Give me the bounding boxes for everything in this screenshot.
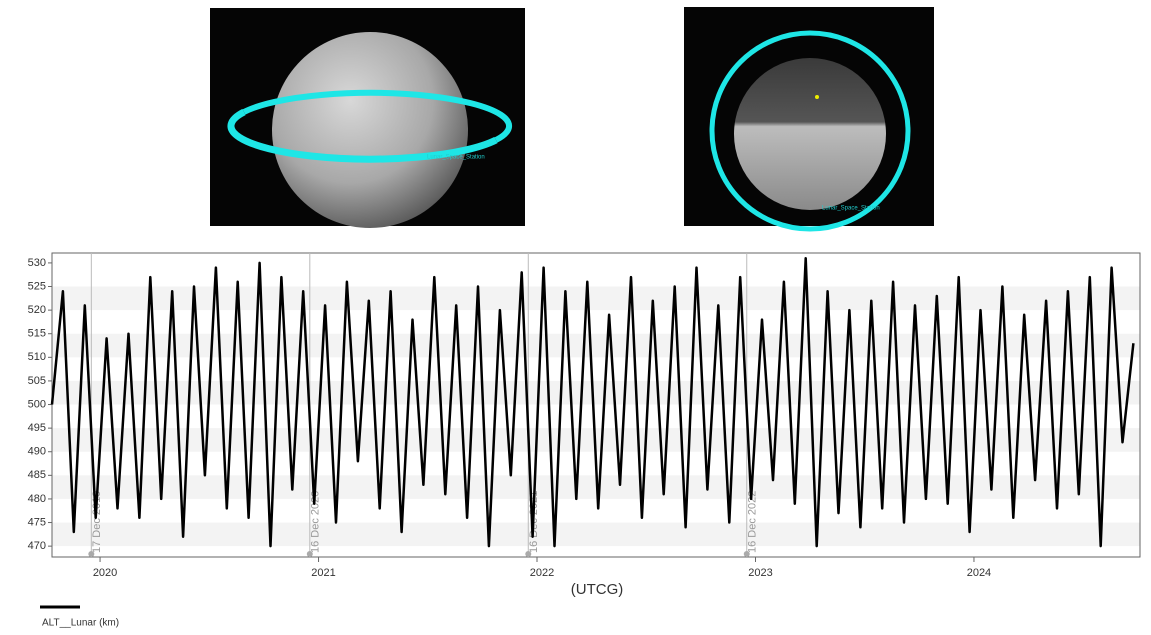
y-tick-label: 530 <box>28 257 46 269</box>
band <box>52 522 1140 547</box>
y-tick-label: 520 <box>28 304 46 316</box>
y-tick-label: 505 <box>28 375 46 387</box>
y-tick-label: 500 <box>28 398 46 410</box>
band <box>52 333 1140 358</box>
y-tick-label: 480 <box>28 493 46 505</box>
view-3d: Lunar_Space_Station <box>210 8 525 228</box>
x-tick-label: 2020 <box>93 567 117 579</box>
legend-label: ALT__Lunar (km) <box>42 618 119 629</box>
x-tick-label: 2021 <box>311 567 335 579</box>
y-tick-label: 525 <box>28 280 46 292</box>
x-axis-label: (UTCG) <box>571 581 624 598</box>
event-marker <box>743 551 750 557</box>
data-line <box>50 256 1135 548</box>
x-tick-label: 2022 <box>530 567 554 579</box>
event-marker <box>525 551 532 557</box>
y-tick-label: 510 <box>28 351 46 363</box>
x-tick-label: 2023 <box>748 567 772 579</box>
view-2d: Lunar_Space_Station <box>684 7 934 232</box>
plot: 470 475 480 485 490 495 500 505 510 515 520 525 530 2… <box>28 252 1141 579</box>
satellite-label: Lunar_Space_Station <box>822 206 880 212</box>
y-tick-label: 495 <box>28 422 46 434</box>
y-tick-label: 485 <box>28 469 46 481</box>
y-tick-label: 515 <box>28 328 46 340</box>
event-marker <box>306 551 313 557</box>
chart: (UTCG) ALT__Lunar (km) <box>40 581 623 629</box>
y-tick-label: 475 <box>28 516 46 528</box>
event-marker <box>88 551 95 557</box>
x-tick-label: 2024 <box>967 567 991 579</box>
band <box>52 286 1140 311</box>
y-tick-label: 470 <box>28 540 46 552</box>
event-label: 16 Dec 2022 <box>747 491 759 553</box>
satellite-label: Lunar_Space_Station <box>427 155 485 161</box>
event-label: 16 Dec 2020 <box>310 491 322 553</box>
y-tick-label: 490 <box>28 446 46 458</box>
